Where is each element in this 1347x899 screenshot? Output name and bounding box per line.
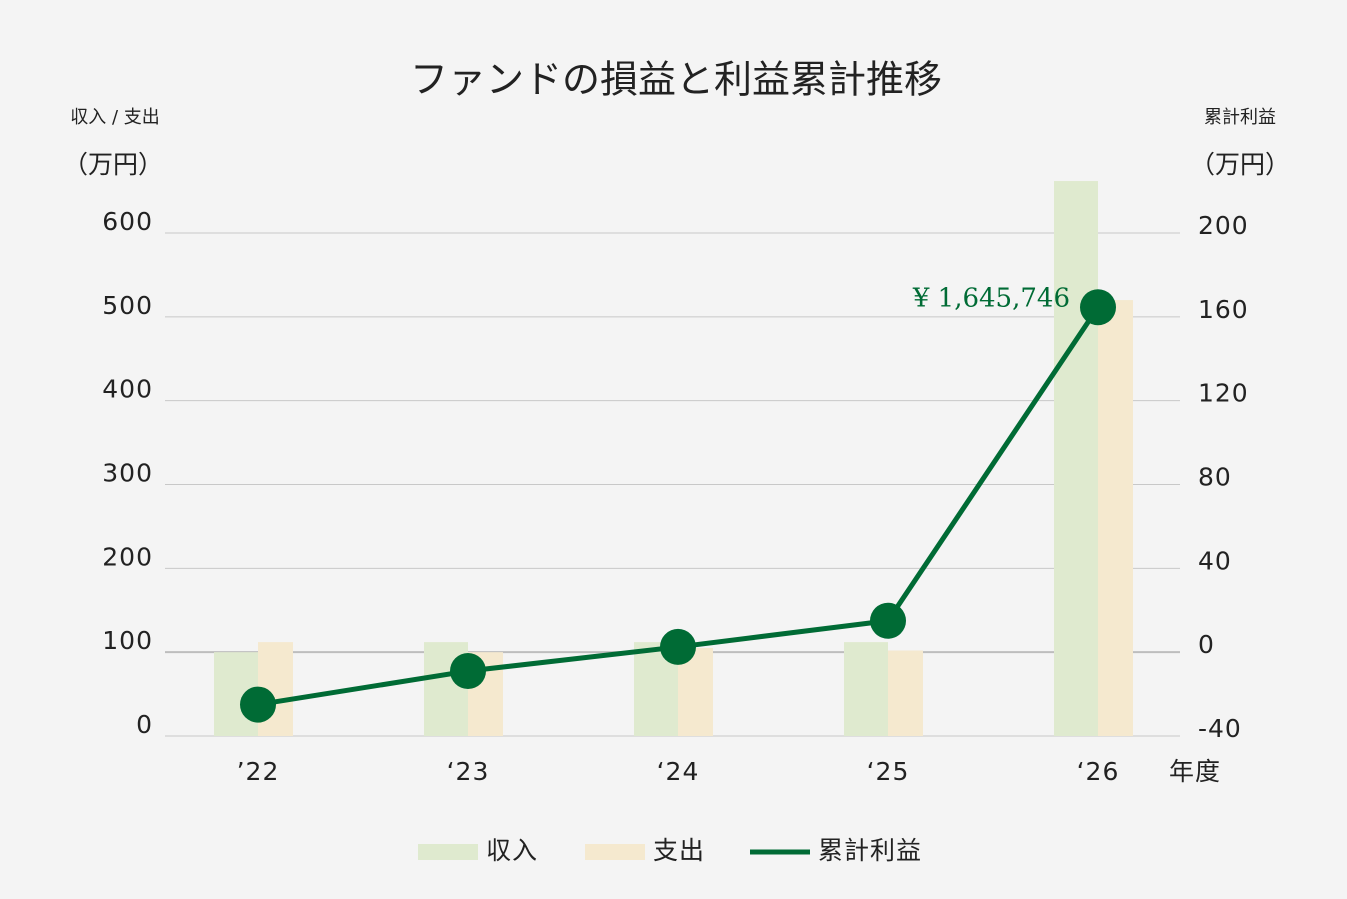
- legend-label: 収入: [486, 836, 538, 865]
- x-tick-label: ’22: [237, 757, 280, 786]
- legend-label: 支出: [653, 836, 705, 865]
- chart-title: ファンドの損益と利益累計推移: [410, 58, 942, 102]
- y2-tick-label: 200: [1198, 211, 1249, 240]
- y2-tick-label: 40: [1198, 546, 1232, 575]
- y-tick-label: 500: [102, 291, 153, 320]
- y-tick-label: 100: [102, 626, 153, 655]
- legend-swatch: [418, 844, 478, 860]
- y2-axis-unit: （万円）: [1190, 150, 1290, 179]
- y-tick-label: 0: [136, 710, 153, 739]
- x-tick-label: ‘23: [447, 757, 490, 786]
- bar: [888, 650, 923, 736]
- line-point: [1080, 289, 1116, 326]
- x-tick-label: ‘24: [657, 757, 700, 786]
- y2-axis-label: 累計利益: [1204, 107, 1276, 128]
- line-point: [240, 686, 276, 723]
- y-tick-label: 300: [102, 459, 153, 488]
- y-tick-label: 600: [102, 207, 153, 236]
- bar: [1054, 181, 1098, 736]
- legend-label: 累計利益: [818, 836, 922, 865]
- line-point: [450, 653, 486, 690]
- legend-swatch: [585, 844, 645, 860]
- data-label: ¥ 1,645,746: [912, 283, 1070, 313]
- y-tick-label: 400: [102, 375, 153, 404]
- x-tick-label: ‘26: [1077, 757, 1120, 786]
- y-axis-unit: （万円）: [63, 150, 163, 179]
- y-axis-label: 収入 / 支出: [70, 107, 160, 128]
- lines: ¥ 1,645,746: [240, 283, 1116, 723]
- line-point: [870, 602, 906, 639]
- x-axis-label: 年度: [1169, 757, 1221, 786]
- bar: [844, 642, 888, 736]
- bar: [1098, 300, 1133, 736]
- y-tick-label: 200: [102, 542, 153, 571]
- x-tick-label: ‘25: [867, 757, 910, 786]
- y2-tick-label: -40: [1198, 714, 1242, 743]
- y2-tick-label: 80: [1198, 463, 1232, 492]
- y2-tick-label: 120: [1198, 379, 1249, 408]
- y2-tick-label: 160: [1198, 295, 1249, 324]
- y2-tick-label: 0: [1198, 630, 1215, 659]
- bars: [214, 181, 1133, 736]
- line-point: [660, 628, 696, 665]
- legend: 収入 支出 累計利益: [418, 836, 922, 865]
